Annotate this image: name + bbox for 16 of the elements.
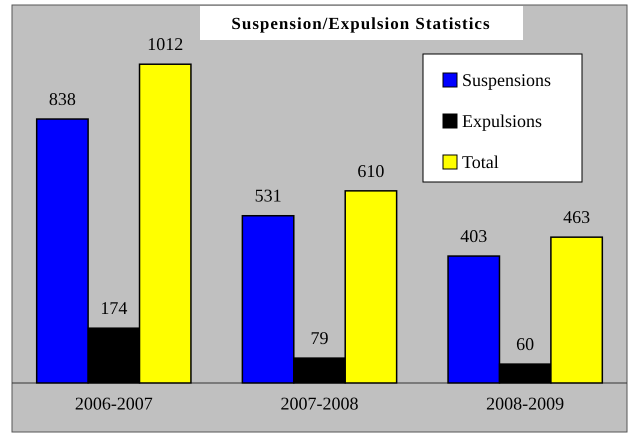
data-label: 463 xyxy=(563,207,590,228)
data-label: 838 xyxy=(48,89,76,110)
legend-label: Total xyxy=(462,152,499,172)
x-tick-label: 2006-2007 xyxy=(74,393,153,414)
legend-label: Suspensions xyxy=(462,70,552,90)
legend-label: Expulsions xyxy=(462,111,542,131)
data-label: 610 xyxy=(357,160,384,181)
x-tick-label: 2008-2009 xyxy=(486,393,564,414)
data-label: 60 xyxy=(516,334,534,354)
data-label: 531 xyxy=(254,186,282,206)
x-tick-label: 2007-2008 xyxy=(280,393,358,414)
text: Suspension/Expulsion Statistics xyxy=(231,14,491,33)
data-label: 174 xyxy=(100,298,128,318)
data-label: 403 xyxy=(460,226,488,246)
data-label: 1012 xyxy=(147,34,184,54)
data-label: 79 xyxy=(310,328,328,348)
